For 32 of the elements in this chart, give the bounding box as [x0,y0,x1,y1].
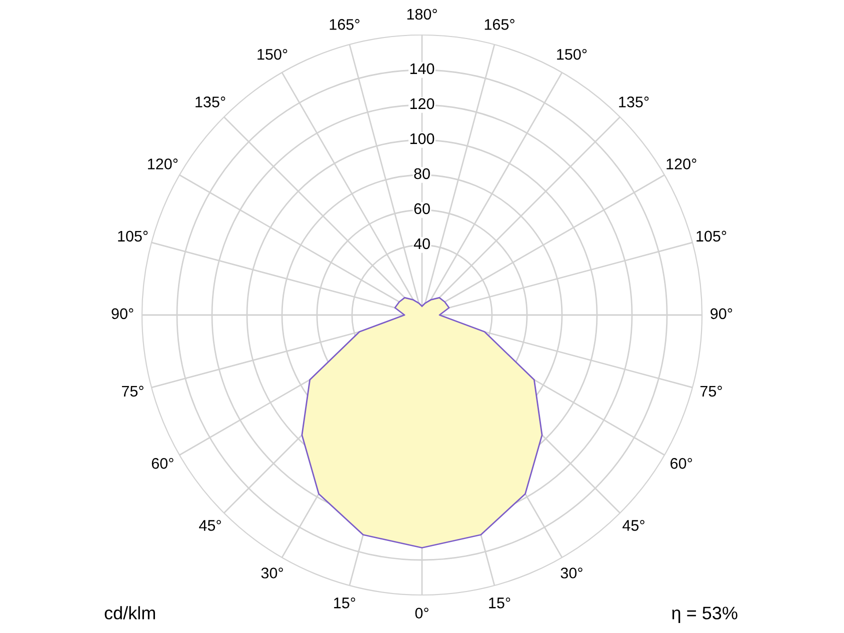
spoke-label: 45° [199,520,221,531]
y-tick-label: 120 [410,98,434,110]
spoke-label: 105° [696,230,726,242]
spoke-label: 75° [122,386,144,397]
y-tick-label: 100 [410,133,434,144]
spoke-label: 150° [557,48,587,60]
spoke-label: 150° [258,48,288,60]
spoke-label: 120° [148,158,178,170]
spoke-label: 165° [484,19,514,30]
spoke-label: 30° [261,568,283,578]
spoke-label: 15° [334,598,356,608]
spoke-label: 135° [196,96,226,108]
text: cd/klm [104,606,155,620]
spoke-label: 0° [415,608,428,619]
spoke-label: 135° [619,96,649,108]
text: η = 53% [672,606,738,623]
spoke-label: 90° [112,308,134,320]
spoke-label: 165° [330,19,360,30]
y-tick-label: 140 [410,63,434,74]
y-tick-label: 60 [414,203,430,214]
spoke-label: 120° [666,158,696,170]
spoke-label: 45° [622,520,644,531]
y-tick-label: 80 [414,168,430,180]
spoke-label: 90° [710,308,732,320]
spoke-label: 15° [489,598,510,608]
spoke-label: 105° [118,230,148,242]
spoke-label: 60° [670,458,692,469]
spoke-label: 60° [152,458,174,469]
spoke-label: 75° [700,386,722,397]
y-tick-label: 40 [414,238,430,250]
spoke-label: 180° [407,8,437,20]
spoke-label: 30° [560,568,582,578]
